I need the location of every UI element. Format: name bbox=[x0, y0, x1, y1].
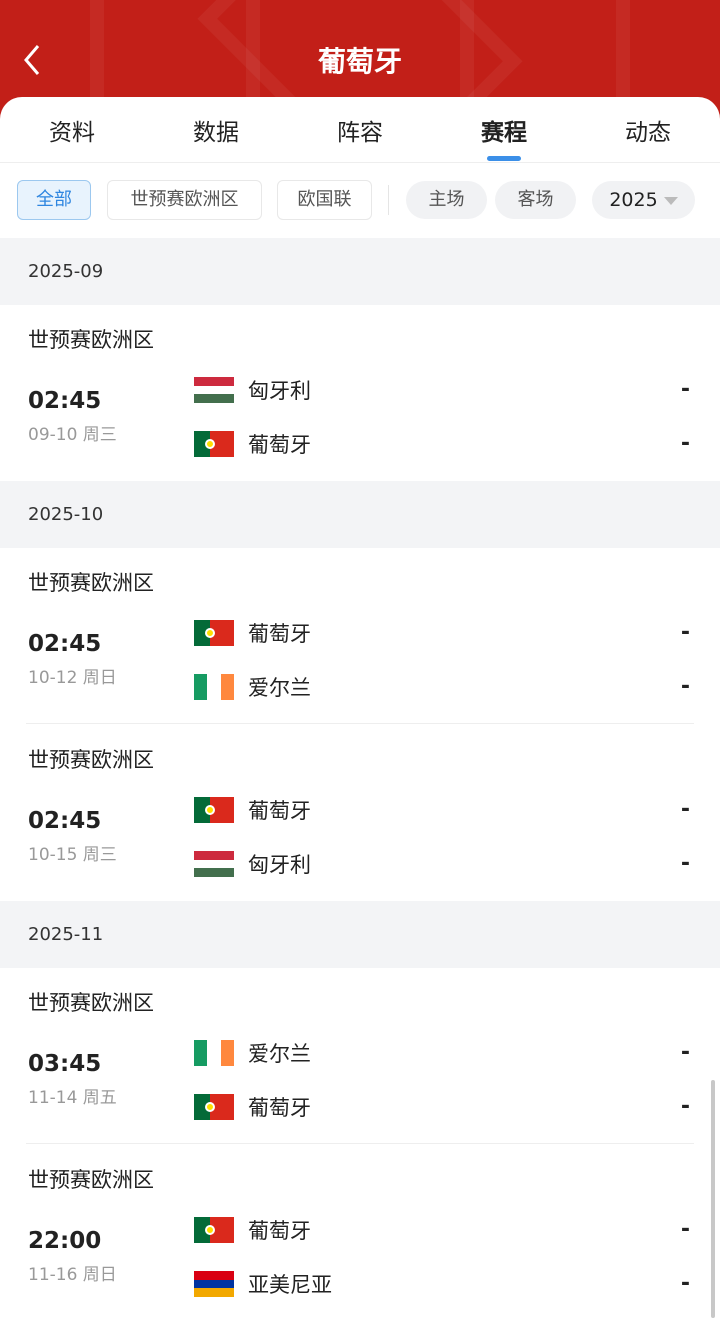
scrollbar[interactable] bbox=[711, 1080, 715, 1318]
match-date: 11-14 周五 bbox=[28, 1088, 117, 1108]
team-name: 匈牙利 bbox=[248, 379, 311, 403]
match-time: 22:00 bbox=[28, 1228, 102, 1254]
team-score: - bbox=[680, 1217, 690, 1242]
team-row-home[interactable]: 葡萄牙 - bbox=[194, 618, 694, 648]
match-card[interactable]: 世预赛欧洲区 02:45 10-15 周三 葡萄牙 - 匈牙利 - bbox=[0, 724, 720, 901]
filter-all[interactable]: 全部 bbox=[17, 180, 91, 220]
match-card[interactable]: 世预赛欧洲区 02:45 10-12 周日 葡萄牙 - 爱尔兰 - bbox=[0, 547, 720, 724]
portugal-flag-icon bbox=[194, 620, 234, 646]
active-tab-indicator bbox=[487, 156, 521, 161]
league-name: 世预赛欧洲区 bbox=[28, 571, 154, 595]
team-row-away[interactable]: 亚美尼亚 - bbox=[194, 1269, 694, 1299]
chevron-left-icon[interactable] bbox=[18, 42, 48, 78]
filter-home[interactable]: 主场 bbox=[406, 181, 487, 219]
portugal-flag-icon bbox=[194, 1094, 234, 1120]
team-score: - bbox=[680, 851, 690, 876]
portugal-flag-icon bbox=[194, 1217, 234, 1243]
tab-schedule[interactable]: 赛程 bbox=[481, 120, 527, 146]
filter-wc-qualifiers-europe[interactable]: 世预赛欧洲区 bbox=[107, 180, 262, 220]
divider bbox=[26, 723, 694, 724]
team-name: 葡萄牙 bbox=[248, 433, 311, 457]
month-header: 2025-09 bbox=[0, 238, 720, 305]
tab-profile[interactable]: 资料 bbox=[49, 120, 95, 146]
league-name: 世预赛欧洲区 bbox=[28, 328, 154, 352]
match-time: 03:45 bbox=[28, 1051, 102, 1077]
team-name: 亚美尼亚 bbox=[248, 1273, 332, 1297]
team-row-away[interactable]: 匈牙利 - bbox=[194, 849, 694, 879]
match-time: 02:45 bbox=[28, 631, 102, 657]
team-row-away[interactable]: 葡萄牙 - bbox=[194, 1092, 694, 1122]
league-name: 世预赛欧洲区 bbox=[28, 991, 154, 1015]
league-name: 世预赛欧洲区 bbox=[28, 748, 154, 772]
match-date: 10-15 周三 bbox=[28, 845, 117, 865]
ireland-flag-icon bbox=[194, 674, 234, 700]
league-name: 世预赛欧洲区 bbox=[28, 1168, 154, 1192]
portugal-flag-icon bbox=[194, 797, 234, 823]
team-row-home[interactable]: 爱尔兰 - bbox=[194, 1038, 694, 1068]
team-row-away[interactable]: 爱尔兰 - bbox=[194, 672, 694, 702]
tab-bar: 资料 数据 阵容 赛程 动态 bbox=[0, 97, 720, 163]
team-score: - bbox=[680, 1040, 690, 1065]
team-name: 爱尔兰 bbox=[248, 1042, 311, 1066]
filter-away[interactable]: 客场 bbox=[495, 181, 576, 219]
tab-lineup[interactable]: 阵容 bbox=[337, 120, 383, 146]
match-time: 02:45 bbox=[28, 388, 102, 414]
hungary-flag-icon bbox=[194, 851, 234, 877]
year-value: 2025 bbox=[609, 189, 658, 211]
team-score: - bbox=[680, 620, 690, 645]
armenia-flag-icon bbox=[194, 1271, 234, 1297]
team-row-away[interactable]: 葡萄牙 - bbox=[194, 429, 694, 459]
filter-divider bbox=[388, 185, 389, 215]
team-score: - bbox=[680, 431, 690, 456]
tab-stats[interactable]: 数据 bbox=[193, 120, 239, 146]
team-name: 葡萄牙 bbox=[248, 1219, 311, 1243]
match-card[interactable]: 世预赛欧洲区 03:45 11-14 周五 爱尔兰 - 葡萄牙 - bbox=[0, 967, 720, 1144]
page-title: 葡萄牙 bbox=[317, 45, 402, 78]
team-row-home[interactable]: 葡萄牙 - bbox=[194, 795, 694, 825]
match-card[interactable]: 世预赛欧洲区 22:00 11-16 周日 葡萄牙 - 亚美尼亚 - bbox=[0, 1144, 720, 1321]
ireland-flag-icon bbox=[194, 1040, 234, 1066]
team-row-home[interactable]: 匈牙利 - bbox=[194, 375, 694, 405]
hungary-flag-icon bbox=[194, 377, 234, 403]
portugal-flag-icon bbox=[194, 431, 234, 457]
team-score: - bbox=[680, 674, 690, 699]
team-score: - bbox=[680, 1094, 690, 1119]
divider bbox=[26, 1143, 694, 1144]
team-name: 爱尔兰 bbox=[248, 676, 311, 700]
team-name: 葡萄牙 bbox=[248, 622, 311, 646]
match-date: 11-16 周日 bbox=[28, 1265, 117, 1285]
team-name: 匈牙利 bbox=[248, 853, 311, 877]
match-card[interactable]: 世预赛欧洲区 02:45 09-10 周三 匈牙利 - 葡萄牙 - bbox=[0, 304, 720, 481]
filter-nations-league[interactable]: 欧国联 bbox=[277, 180, 372, 220]
match-date: 09-10 周三 bbox=[28, 425, 117, 445]
month-header: 2025-11 bbox=[0, 901, 720, 968]
team-name: 葡萄牙 bbox=[248, 1096, 311, 1120]
team-row-home[interactable]: 葡萄牙 - bbox=[194, 1215, 694, 1245]
team-name: 葡萄牙 bbox=[248, 799, 311, 823]
team-score: - bbox=[680, 1271, 690, 1296]
month-header: 2025-10 bbox=[0, 481, 720, 548]
match-date: 10-12 周日 bbox=[28, 668, 117, 688]
tab-news[interactable]: 动态 bbox=[625, 120, 671, 146]
year-select[interactable]: 2025 bbox=[592, 181, 695, 219]
match-time: 02:45 bbox=[28, 808, 102, 834]
team-score: - bbox=[680, 377, 690, 402]
caret-down-icon bbox=[663, 196, 678, 205]
team-score: - bbox=[680, 797, 690, 822]
